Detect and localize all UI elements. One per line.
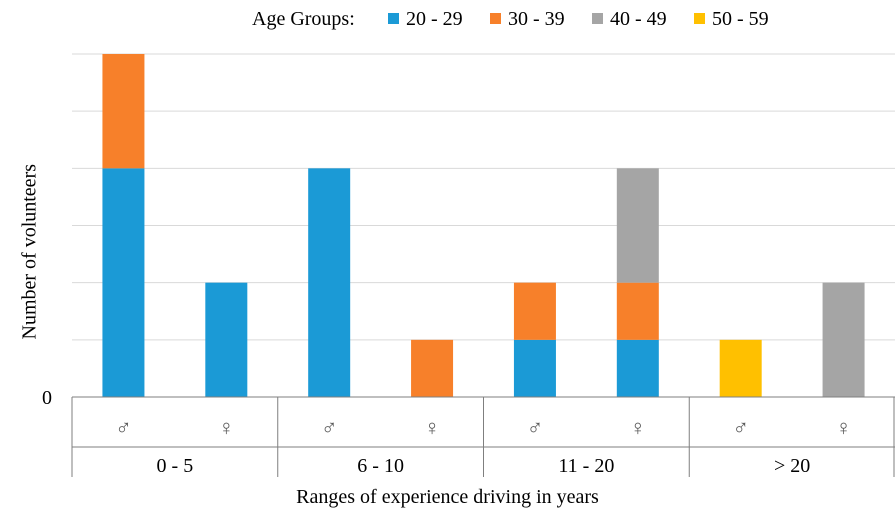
- x-tick-label: ♂: [527, 415, 544, 440]
- legend-swatch: [388, 13, 399, 24]
- legend-title: Age Groups:: [252, 8, 355, 30]
- x-tick-label: ♂: [115, 415, 132, 440]
- bar-segment: [719, 339, 762, 397]
- x-tick-label: ♀: [218, 415, 235, 440]
- group-label: 0 - 5: [157, 455, 194, 477]
- bar-segment: [102, 168, 145, 397]
- legend-item-40-49: 40 - 49: [592, 8, 667, 31]
- bar-segment: [616, 282, 659, 340]
- bar-segment: [102, 54, 145, 169]
- legend-label: 20 - 29: [406, 8, 463, 30]
- legend-swatch: [694, 13, 705, 24]
- legend-item-30-39: 30 - 39: [490, 8, 565, 31]
- legend-item-20-29: 20 - 29: [388, 8, 463, 31]
- legend-label: 40 - 49: [610, 8, 667, 30]
- bar-segment: [513, 339, 556, 397]
- x-tick-label: ♂: [321, 415, 338, 440]
- legend-swatch: [490, 13, 501, 24]
- x-tick-label: ♀: [424, 415, 441, 440]
- bar-segment: [616, 339, 659, 397]
- bar-segment: [411, 339, 454, 397]
- legend-label: 30 - 39: [508, 8, 565, 30]
- x-tick-label: ♂: [732, 415, 749, 440]
- x-axis-title: Ranges of experience driving in years: [296, 486, 599, 508]
- group-label: 6 - 10: [357, 455, 404, 477]
- legend-label: 50 - 59: [712, 8, 769, 30]
- legend: Age Groups: 20 - 29 30 - 39 40 - 49 50 -…: [0, 6, 895, 34]
- legend-item-50-59: 50 - 59: [694, 8, 769, 31]
- group-label: 11 - 20: [558, 455, 614, 477]
- legend-swatch: [592, 13, 603, 24]
- bar-segment: [205, 282, 248, 397]
- bar-segment: [308, 168, 351, 397]
- y-tick-label: 0: [42, 387, 52, 409]
- group-label: > 20: [774, 455, 810, 477]
- x-tick-label: ♀: [630, 415, 647, 440]
- bar-segment: [616, 168, 659, 283]
- x-tick-label: ♀: [835, 415, 852, 440]
- bar-segment: [513, 282, 556, 340]
- bar-segment: [822, 282, 865, 397]
